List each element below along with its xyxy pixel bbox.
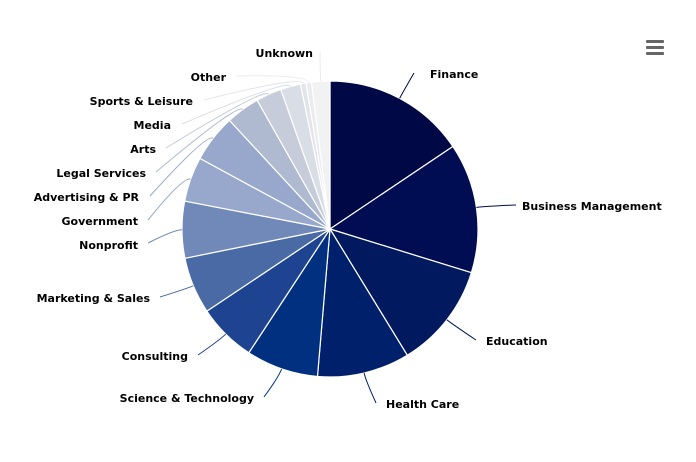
data-label: Nonprofit bbox=[79, 239, 138, 252]
data-label: Marketing & Sales bbox=[37, 292, 151, 305]
data-label: Government bbox=[62, 215, 138, 228]
hamburger-menu-icon-bar bbox=[646, 46, 664, 49]
data-label: Finance bbox=[430, 68, 478, 81]
label-connector bbox=[235, 75, 310, 83]
label-connector bbox=[203, 81, 304, 101]
label-connectors bbox=[147, 51, 517, 404]
data-label: Media bbox=[134, 119, 171, 132]
label-connector bbox=[155, 108, 244, 173]
label-connector bbox=[147, 229, 183, 244]
data-labels: Finance Business Management Education Healt… bbox=[34, 47, 662, 411]
data-label: Other bbox=[191, 71, 227, 84]
label-connector bbox=[263, 368, 283, 398]
label-connector bbox=[363, 372, 377, 404]
label-connector bbox=[181, 84, 292, 125]
label-connector bbox=[476, 204, 517, 208]
data-label: Education bbox=[486, 335, 548, 348]
pie-slice-business-management[interactable] bbox=[328, 145, 479, 274]
data-label: Science & Technology bbox=[120, 392, 254, 405]
data-label: Arts bbox=[130, 143, 156, 156]
label-connector bbox=[149, 137, 214, 197]
data-label: Sports & Leisure bbox=[90, 95, 193, 108]
data-label: Advertising & PR bbox=[34, 191, 140, 204]
data-label: Business Management bbox=[522, 200, 662, 213]
label-connector bbox=[399, 72, 415, 99]
hamburger-menu-icon-bar bbox=[646, 52, 664, 55]
data-label: Health Care bbox=[386, 398, 459, 411]
label-connector bbox=[159, 285, 194, 298]
hamburger-menu-icon bbox=[646, 40, 664, 43]
chart-context-menu-button[interactable] bbox=[644, 40, 666, 60]
pie-slice-finance[interactable] bbox=[329, 80, 454, 231]
pie-slice-health-care[interactable] bbox=[316, 227, 409, 378]
data-label: Legal Services bbox=[56, 167, 146, 180]
label-connector bbox=[165, 93, 270, 149]
pie-slice-education[interactable] bbox=[328, 227, 473, 357]
label-connector bbox=[319, 51, 322, 82]
data-label: Consulting bbox=[122, 350, 188, 363]
label-connector bbox=[446, 319, 477, 341]
data-label: Unknown bbox=[256, 47, 313, 60]
pie-slices bbox=[181, 80, 479, 378]
label-connector bbox=[197, 333, 227, 356]
label-connector bbox=[147, 178, 191, 221]
